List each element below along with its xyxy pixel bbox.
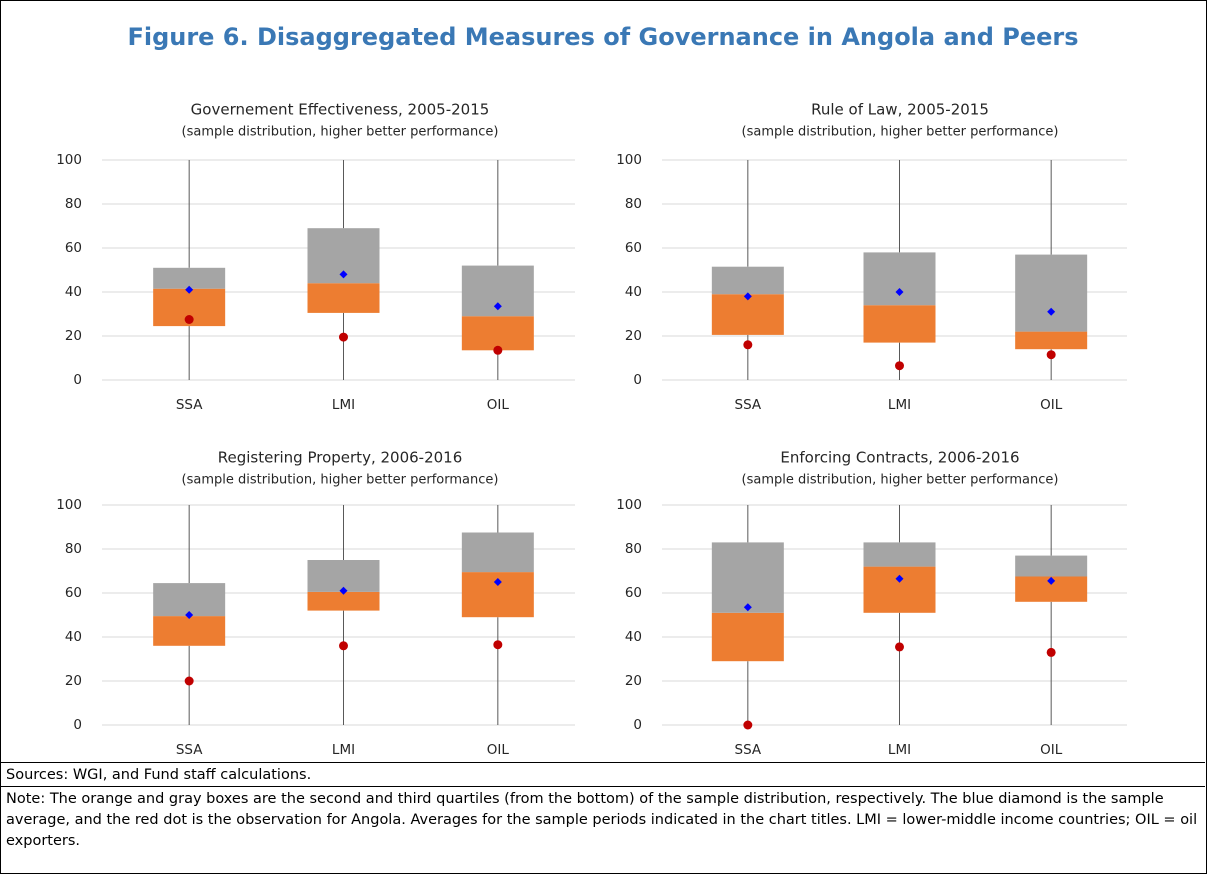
y-tick-label: 100: [616, 152, 642, 168]
y-tick-label: 0: [73, 372, 82, 388]
x-tick-label: LMI: [332, 742, 355, 758]
y-tick-label: 100: [56, 152, 82, 168]
y-tick-label: 20: [625, 673, 642, 689]
y-tick-label: 0: [633, 372, 642, 388]
angola-marker: [895, 642, 904, 652]
box-lower: [461, 316, 534, 351]
y-tick-label: 80: [65, 541, 82, 557]
box-upper: [1015, 254, 1088, 332]
mean-marker: [895, 574, 904, 583]
angola-marker: [493, 345, 503, 355]
sources: Sources: WGI, and Fund staff calculation…: [0, 763, 1205, 787]
mean-marker: [1047, 307, 1056, 316]
x-tick-label: SSA: [176, 397, 203, 413]
y-tick-label: 20: [625, 328, 642, 344]
box-lower: [153, 616, 226, 646]
chart: Figure 6. Disaggregated Measures of Gove…: [56, 23, 1127, 758]
box-upper: [863, 252, 936, 306]
y-tick-label: 40: [65, 629, 82, 645]
mean-marker: [339, 270, 348, 279]
box-lower: [863, 305, 936, 343]
box-upper: [1015, 555, 1088, 577]
x-tick-label: SSA: [176, 742, 203, 758]
x-tick-label: SSA: [735, 742, 762, 758]
y-tick-label: 0: [73, 717, 82, 733]
box-upper: [153, 267, 226, 289]
angola-marker: [743, 720, 753, 730]
x-tick-label: OIL: [1040, 397, 1063, 413]
box-upper: [711, 542, 784, 613]
y-tick-label: 40: [65, 284, 82, 300]
y-tick-label: 40: [625, 629, 642, 645]
mean-marker: [339, 586, 348, 595]
x-tick-label: LMI: [888, 742, 911, 758]
y-tick-label: 60: [65, 240, 82, 256]
box-upper: [307, 560, 380, 592]
angola-marker: [493, 640, 503, 650]
angola-marker: [339, 641, 348, 651]
angola-marker: [184, 676, 194, 686]
angola-marker: [895, 361, 904, 371]
panel-subtitle: (sample distribution, higher better perf…: [182, 473, 499, 488]
y-tick-label: 60: [625, 585, 642, 601]
y-tick-label: 20: [65, 673, 82, 689]
box-lower: [307, 591, 380, 611]
angola-marker: [184, 315, 194, 324]
y-tick-label: 80: [625, 196, 642, 212]
box-lower: [1015, 331, 1088, 350]
x-tick-label: OIL: [1040, 742, 1063, 758]
box-lower: [711, 612, 784, 662]
y-tick-label: 100: [56, 497, 82, 513]
panel-subtitle: (sample distribution, higher better perf…: [742, 473, 1059, 488]
mean-marker: [493, 578, 502, 586]
y-tick-label: 80: [65, 196, 82, 212]
x-tick-label: SSA: [735, 397, 762, 413]
box-upper: [461, 532, 534, 573]
y-tick-label: 60: [625, 240, 642, 256]
box-lower: [711, 294, 784, 335]
panel-title: Enforcing Contracts, 2006-2016: [780, 449, 1019, 467]
angola-marker: [743, 340, 753, 350]
box-lower: [863, 566, 936, 613]
y-tick-label: 0: [633, 717, 642, 733]
y-tick-label: 80: [625, 541, 642, 557]
panel-subtitle: (sample distribution, higher better perf…: [182, 125, 499, 140]
mean-marker: [1047, 576, 1056, 585]
panel-title: Rule of Law, 2005-2015: [811, 101, 989, 119]
panel-title: Governement Effectiveness, 2005-2015: [191, 101, 490, 119]
box-upper: [863, 542, 936, 567]
x-tick-label: OIL: [487, 397, 510, 413]
angola-marker: [1046, 647, 1056, 657]
y-tick-label: 60: [65, 585, 82, 601]
angola-marker: [339, 332, 348, 342]
y-tick-label: 100: [616, 497, 642, 513]
mean-marker: [895, 288, 904, 296]
panel-title: Registering Property, 2006-2016: [218, 449, 463, 467]
panel-subtitle: (sample distribution, higher better perf…: [742, 125, 1059, 140]
mean-marker: [493, 302, 502, 311]
mean-marker: [185, 611, 194, 619]
x-tick-label: LMI: [332, 397, 355, 413]
box-upper: [711, 266, 784, 295]
mean-marker: [743, 292, 752, 301]
angola-marker: [1046, 350, 1056, 360]
x-tick-label: OIL: [487, 742, 510, 758]
mean-marker: [185, 285, 194, 294]
box-upper: [153, 583, 226, 617]
note: Note: The orange and gray boxes are the …: [6, 791, 1198, 849]
x-tick-label: LMI: [888, 397, 911, 413]
mean-marker: [743, 603, 752, 612]
figure-title: Figure 6. Disaggregated Measures of Gove…: [127, 23, 1078, 51]
y-tick-label: 20: [65, 328, 82, 344]
notes: Sources: WGI, and Fund staff calculation…: [0, 762, 1205, 852]
y-tick-label: 40: [625, 284, 642, 300]
box-lower: [307, 283, 380, 313]
